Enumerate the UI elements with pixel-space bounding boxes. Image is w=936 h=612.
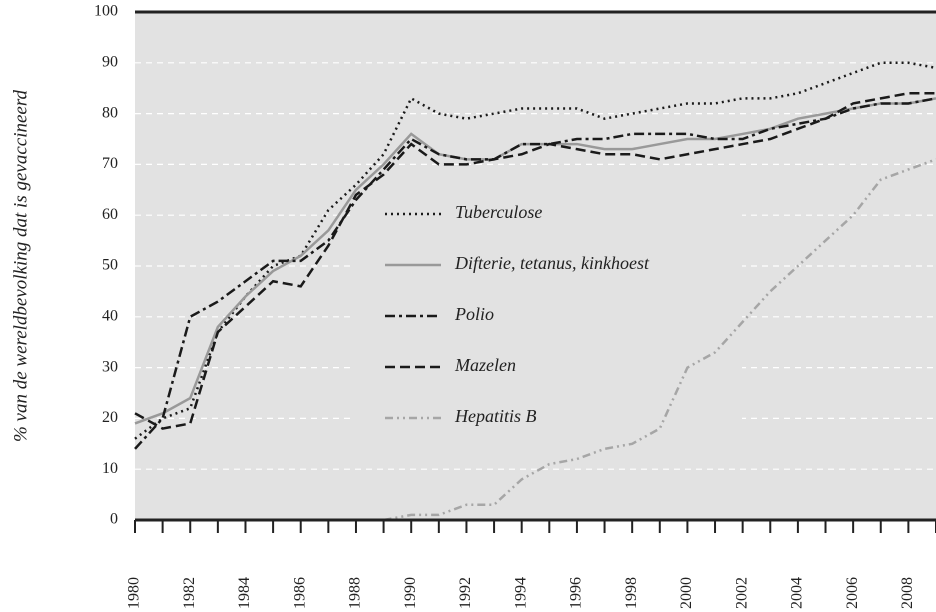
y-tick-label: 80 — [102, 104, 118, 121]
x-tick-label: 1994 — [512, 577, 529, 609]
legend-label: Hepatitis B — [454, 406, 537, 426]
x-tick-label: 1998 — [623, 577, 640, 609]
x-tick-label: 1984 — [236, 577, 253, 609]
legend-label: Mazelen — [454, 355, 516, 375]
y-tick-label: 20 — [102, 409, 118, 426]
x-tick-label: 2006 — [844, 577, 861, 609]
y-tick-label: 30 — [102, 358, 118, 375]
x-tick-label: 1992 — [457, 577, 474, 609]
y-tick-label: 10 — [102, 460, 118, 477]
y-axis-label: % van de wereldbevolking dat is gevaccin… — [10, 89, 31, 442]
y-tick-label: 40 — [102, 307, 118, 324]
line-series — [383, 158, 936, 522]
y-tick-label: 50 — [102, 257, 118, 274]
legend-label: Polio — [454, 304, 494, 324]
x-tick-label: 1990 — [402, 577, 419, 609]
legend-label: Tuberculose — [455, 202, 542, 222]
x-tick-label: 2004 — [789, 577, 806, 609]
x-tick-label: 2008 — [899, 577, 916, 609]
x-tick-label: 1996 — [568, 577, 585, 609]
line-series — [134, 97, 936, 450]
line-series — [134, 92, 936, 430]
x-tick-label: 1986 — [291, 577, 308, 609]
x-tick-label: 2000 — [678, 577, 695, 609]
legend-label: Difterie, tetanus, kinkhoest — [454, 253, 650, 273]
y-tick-label: 70 — [102, 155, 118, 172]
x-tick-label: 2002 — [733, 577, 750, 609]
x-tick-label: 1982 — [181, 577, 198, 609]
legend-background — [352, 192, 742, 440]
x-tick-label: 1980 — [126, 577, 143, 609]
x-tick-label: 1988 — [347, 577, 364, 609]
y-tick-label: 100 — [94, 3, 118, 20]
y-tick-label: 0 — [110, 511, 118, 528]
y-tick-label: 60 — [102, 206, 118, 223]
y-tick-label: 90 — [102, 53, 118, 70]
